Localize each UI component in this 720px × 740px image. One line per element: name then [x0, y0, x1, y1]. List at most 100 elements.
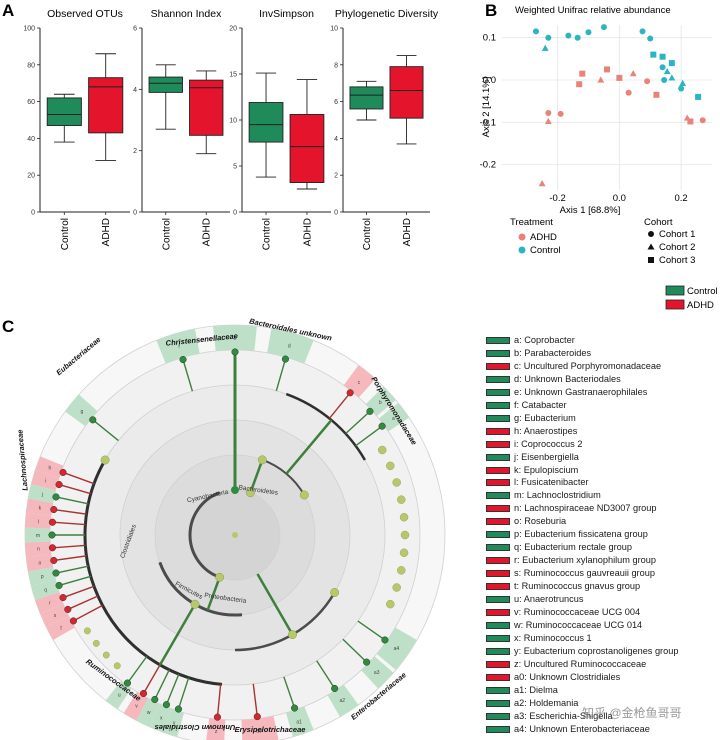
- lefse-legend-swatch: [486, 375, 510, 383]
- lefse-legend-label: a1: Dielma: [514, 684, 558, 695]
- tip-branch-g: [92, 419, 119, 442]
- box-control: [248, 102, 284, 143]
- tip-node-v: [139, 689, 148, 698]
- data-point: [544, 117, 552, 125]
- lefse-legend-label: c: Uncultured Porphyromonadaceae: [514, 360, 662, 371]
- neutral-node: [397, 566, 406, 575]
- tip-node-y: [174, 705, 182, 713]
- tip-node-t: [69, 617, 77, 625]
- tip-node-z: [213, 713, 222, 721]
- lefse-legend-swatch: [486, 596, 510, 604]
- tip-node-r: [59, 594, 67, 602]
- y-tick-label: 0.1: [483, 33, 496, 44]
- lefse-legend-item: l: Fusicatenibacter: [486, 476, 718, 489]
- data-point: [574, 34, 581, 41]
- tip-branch-n: [52, 544, 86, 549]
- lefse-legend-item: q: Eubacterium rectale group: [486, 541, 718, 554]
- clade-sector-j: [28, 484, 56, 503]
- lefse-legend-item: a: Coprobacter: [486, 334, 718, 347]
- tip-node-h: [59, 468, 67, 476]
- lefse-legend-item: j: Eisenbergiella: [486, 451, 718, 464]
- clade-sector-q: [31, 579, 60, 600]
- clade-code-a4: a4: [394, 646, 400, 652]
- data-point: [668, 74, 676, 81]
- clade-sector-a1: [285, 706, 314, 737]
- y-tick-label: 2: [334, 173, 338, 180]
- lefse-legend-swatch: [486, 336, 510, 344]
- lefse-legend-swatch: [486, 440, 510, 448]
- data-point: [585, 29, 592, 36]
- tip-branch-a3: [342, 638, 368, 663]
- y-axis-label: Axis 2 [14.1%]: [481, 77, 492, 138]
- lefse-legend-item: g: Eubacterium: [486, 412, 718, 425]
- neutral-node: [377, 445, 387, 455]
- clade-sector-e: [213, 325, 257, 352]
- y-tick-label: 60: [27, 99, 35, 106]
- lefse-legend-label: z: Uncultured Ruminococcaceae: [514, 658, 647, 669]
- clade-code-n: n: [37, 547, 40, 553]
- lefse-legend-swatch: [486, 492, 510, 500]
- x-tick-label: 0.0: [613, 193, 626, 204]
- lefse-legend-item: c: Uncultured Porphyromonadaceae: [486, 360, 718, 373]
- data-point: [653, 91, 660, 98]
- y-tick-label: 0: [31, 210, 35, 217]
- tip-branch-a2: [316, 660, 336, 689]
- lefse-legend-item: r: Eubacterium xylanophilum group: [486, 554, 718, 567]
- legend-cohort2-shape: [647, 243, 655, 250]
- tip-node-l: [48, 518, 56, 526]
- x-category-label: ADHD: [101, 218, 112, 246]
- internal-node: [288, 630, 297, 640]
- family-label: Unknown Clostridiales: [155, 723, 236, 732]
- boxplot-1: Shannon Index 0 2 4 6 Control ADHD: [133, 8, 230, 250]
- y-tick-label: 40: [27, 136, 35, 143]
- tip-node-a: [378, 422, 386, 430]
- lefse-legend-label: t: Ruminococcus gnavus group: [514, 581, 641, 592]
- lefse-legend-item: u: Anaerotruncus: [486, 593, 718, 606]
- tip-branch-s: [67, 595, 99, 611]
- x-category-label: Control: [161, 218, 172, 250]
- lefse-legend-item: p: Eubacterium fissicatena group: [486, 528, 718, 541]
- lefse-legend-label: r: Eubacterium xylanophilum group: [514, 555, 656, 566]
- data-point: [668, 60, 675, 67]
- panel-c-letter: C: [2, 317, 14, 336]
- clade-sector-b: [365, 386, 396, 417]
- neutral-node: [392, 583, 401, 592]
- clade-sector-r: [35, 592, 64, 614]
- tip-branch-f: [182, 359, 194, 392]
- clade-code-g: g: [81, 409, 84, 415]
- lefse-legend-label: l: Fusicatenibacter: [514, 477, 589, 488]
- lefse-legend-label: a3: Escherichia-Shigella: [514, 710, 613, 721]
- clade-code-z: z: [215, 729, 218, 735]
- clade-sector-f: [156, 328, 200, 364]
- tip-node-s: [64, 605, 72, 613]
- lefse-legend-swatch: [486, 544, 510, 552]
- tip-branch-z: [216, 684, 222, 718]
- lefse-legend-item: k: Epulopiscium: [486, 464, 718, 477]
- data-point: [659, 53, 666, 60]
- lefse-legend-item: z: Uncultured Ruminococcaceae: [486, 658, 718, 671]
- tip-node-g: [89, 416, 97, 424]
- clade-sector-l: [25, 513, 52, 529]
- data-point: [545, 34, 552, 41]
- y-tick-label: 10: [229, 118, 237, 125]
- internal-node: [330, 588, 340, 597]
- tip-node-a4: [381, 636, 389, 644]
- group-legend-control-label: Control: [687, 286, 718, 297]
- watermark: 知乎 @金枪鱼哥哥: [582, 706, 682, 720]
- clade-code-c: c: [358, 380, 361, 386]
- tip-branch-l: [52, 521, 86, 526]
- clade-code-a0: a0: [256, 729, 262, 735]
- internal-node: [257, 455, 267, 465]
- clade-sector-o: [26, 554, 53, 572]
- lefse-legend-swatch: [486, 453, 510, 461]
- lefse-legend-item: b: Parabacteroides: [486, 347, 718, 360]
- clade-code-x: x: [160, 716, 163, 722]
- data-point: [565, 32, 572, 39]
- clade-code-p: p: [41, 574, 44, 580]
- branch-0: [249, 459, 264, 494]
- x-axis-label: Axis 1 [68.8%]: [560, 205, 621, 216]
- lefse-legend-label: n: Lachnospiraceae ND3007 group: [514, 503, 657, 514]
- lefse-legend-item: n: Lachnospiraceae ND3007 group: [486, 502, 718, 515]
- treatment-legend-title: Treatment: [510, 217, 553, 228]
- lefse-legend-item: a2: Holdemania: [486, 697, 718, 710]
